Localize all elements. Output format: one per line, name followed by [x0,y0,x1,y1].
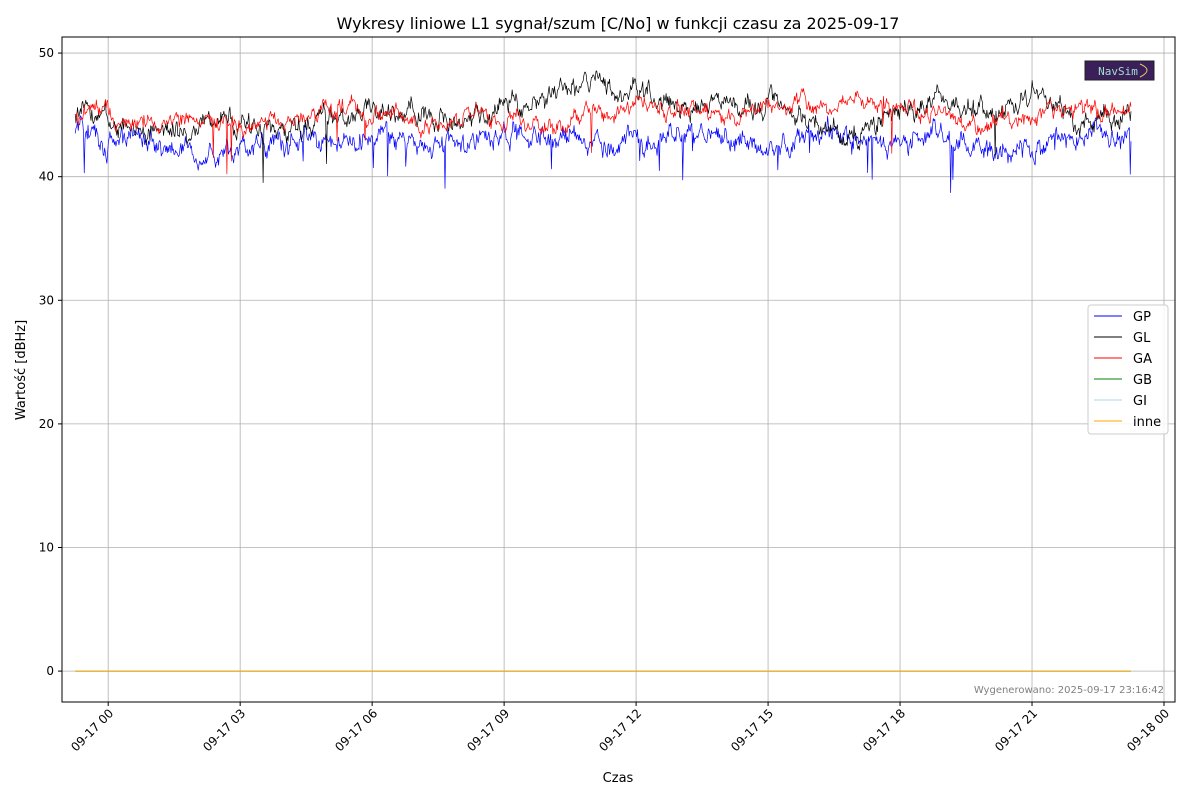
series-line-ga [74,88,1132,175]
x-axis-label: Czas [603,771,634,786]
legend-label-inne: inne [1133,415,1161,430]
logo-text: NavSim [1098,65,1138,78]
y-tick-label: 0 [46,664,54,678]
y-tick-label: 40 [39,170,54,184]
logo-background [1084,60,1155,81]
generated-footnote: Wygenerowano: 2025-09-17 23:16:42 [974,685,1164,696]
y-tick-label: 20 [39,417,54,431]
y-tick-label: 50 [39,46,54,60]
series-line-gl [74,70,1132,184]
y-axis: 0 10 20 30 40 50 [39,46,62,678]
y-tick-label: 30 [39,293,54,307]
logo-swoosh [1139,63,1148,78]
legend-label-ga: GA [1133,352,1152,367]
legend-label-gp: GP [1133,310,1151,325]
y-tick-label: 10 [39,540,54,554]
legend-label-gb: GB [1133,373,1152,388]
series-lines [74,70,1132,672]
series-line-gp [74,115,1132,193]
legend: GP GL GA GB GI inne [1087,304,1169,435]
plot-frame [61,36,1176,703]
chart-title: Wykresy liniowe L1 sygnał/szum [C/No] w … [337,14,900,33]
legend-label-gi: GI [1133,394,1147,409]
navsim-logo: NavSim [1084,60,1155,81]
legend-label-gl: GL [1133,331,1151,346]
y-axis-label: Wartość [dBHz] [14,320,29,420]
